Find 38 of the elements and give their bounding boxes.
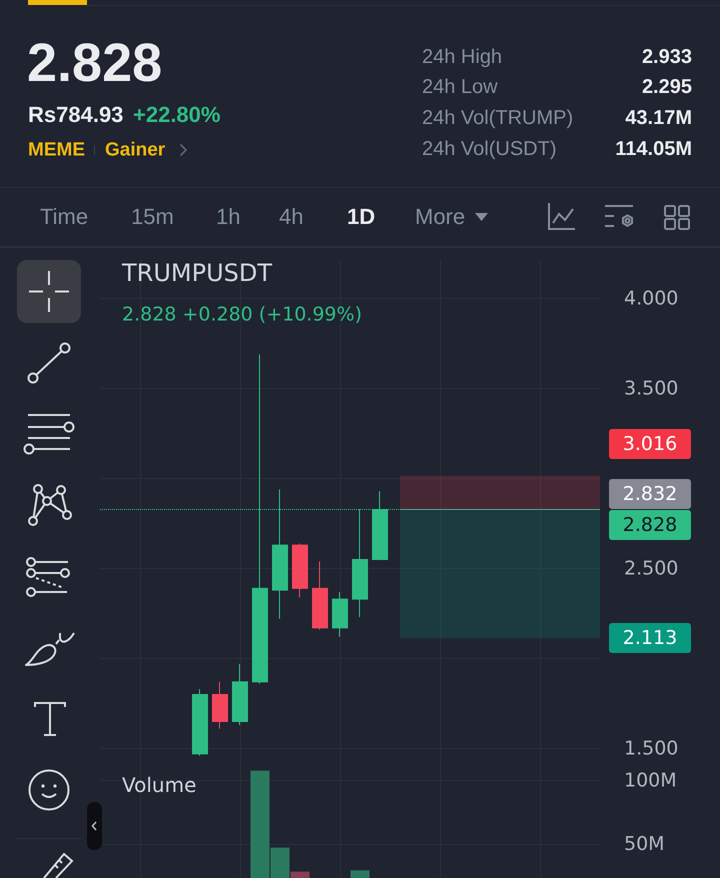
text: 2.295	[642, 76, 692, 98]
band-label: 3.016	[609, 428, 691, 459]
text: Volume	[122, 773, 196, 797]
candlestick	[232, 663, 248, 726]
chart-title: TRUMPUSDT	[121, 259, 272, 287]
y-tick-label: 1.500	[624, 738, 678, 760]
text: 24h High	[422, 46, 502, 68]
text: More	[415, 204, 466, 229]
candlestick	[312, 560, 328, 630]
y-tick-label: 100M	[624, 770, 677, 792]
candlestick	[212, 681, 228, 730]
candlestick	[332, 591, 348, 638]
text: 2.828	[27, 33, 162, 93]
y-tick-label: 3.500	[624, 378, 678, 400]
text: 43.17M	[625, 107, 692, 129]
text: MEME	[28, 140, 85, 160]
y-tick-label: 2.500	[624, 558, 678, 580]
candlestick	[292, 542, 308, 598]
band-label: 2.113	[609, 623, 691, 654]
text: 2.828 +0.280 (+10.99%)	[122, 304, 362, 326]
text: Rs784.93	[28, 102, 124, 127]
y-tick-label: 4.000	[624, 288, 678, 310]
ref-line-label: 2.832	[609, 478, 691, 509]
text: Time	[40, 204, 88, 229]
text: 24h Vol(USDT)	[422, 138, 556, 160]
candlestick	[192, 688, 208, 756]
ref-line-label: 2.828	[609, 510, 691, 540]
text: 24h Low	[422, 76, 498, 98]
text: 24h Vol(TRUMP)	[422, 107, 574, 129]
text: 4h	[279, 204, 304, 229]
text: +22.80%	[133, 102, 220, 127]
text: 1D	[347, 204, 376, 229]
text: 114.05M	[615, 138, 692, 160]
text: 15m	[131, 204, 174, 229]
text: Gainer	[105, 140, 166, 160]
y-tick-label: 50M	[624, 832, 665, 855]
text: 1h	[216, 204, 240, 229]
text: 2.933	[642, 46, 692, 68]
